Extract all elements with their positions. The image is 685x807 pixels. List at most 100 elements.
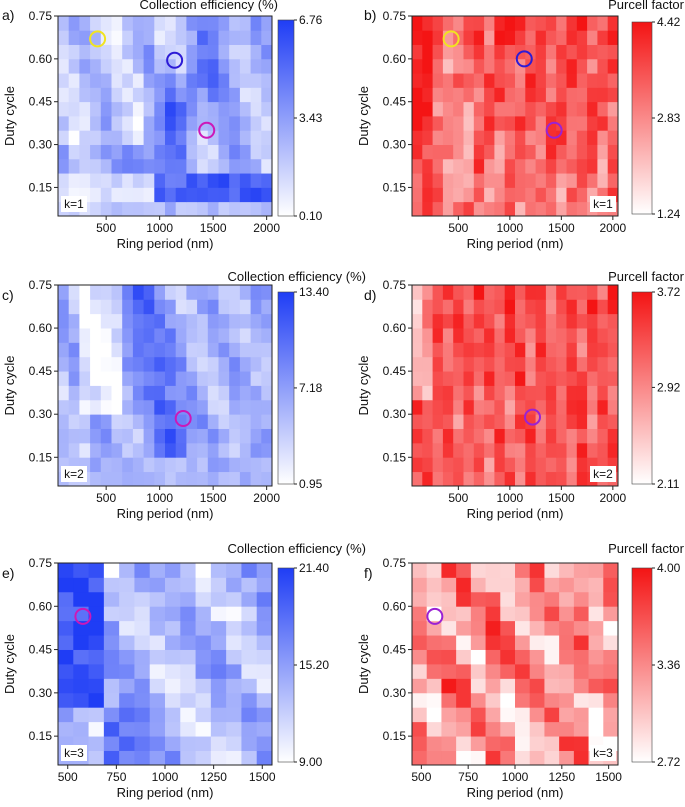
heatmap-cell <box>442 399 454 415</box>
heatmap-cell <box>229 16 241 31</box>
heatmap-cell <box>607 414 619 429</box>
heatmap-cell <box>453 356 464 372</box>
heatmap-cell <box>241 736 258 751</box>
heatmap-cell <box>597 16 609 31</box>
heatmap-cell <box>603 606 619 622</box>
heatmap-cell <box>165 101 177 117</box>
heatmap-cell <box>207 73 219 88</box>
k-label-bg <box>590 196 616 212</box>
heatmap-cell <box>426 620 442 636</box>
heatmap-cell <box>229 101 241 117</box>
heatmap-cell <box>529 750 545 766</box>
heatmap-cell <box>90 158 102 174</box>
heatmap-cell <box>229 313 241 329</box>
heatmap-cell <box>484 299 495 315</box>
heatmap-cell <box>197 442 209 458</box>
heatmap-cell <box>229 328 241 343</box>
heatmap-cell <box>111 58 123 74</box>
heatmap-cell <box>473 299 485 315</box>
heatmap-cell <box>422 87 433 103</box>
heatmap-cell <box>573 591 589 607</box>
heatmap-cell <box>58 44 70 60</box>
heatmap-cell <box>180 707 196 723</box>
heatmap-cell <box>484 130 495 145</box>
heatmap-cell <box>180 649 196 665</box>
heatmap-cell <box>544 692 560 708</box>
heatmap-cell <box>484 144 495 160</box>
heatmap-cell <box>195 591 212 607</box>
heatmap-cell <box>597 73 609 88</box>
heatmap-cell <box>587 385 598 401</box>
heatmap-cell <box>456 692 472 708</box>
heatmap-cell <box>132 328 144 343</box>
heatmap-cell <box>442 428 454 444</box>
heatmap-cell <box>207 187 219 203</box>
heatmap-cell <box>588 620 604 636</box>
heatmap-cell <box>241 635 258 650</box>
heatmap-cell <box>103 692 120 708</box>
heatmap-cell <box>90 356 102 372</box>
heatmap-cell <box>229 87 241 103</box>
heatmap-cell <box>79 130 91 145</box>
heatmap-cell <box>545 399 557 415</box>
heatmap-cell <box>576 385 588 401</box>
x-tick-label: 1500 <box>200 491 227 505</box>
y-tick-label: 0.15 <box>383 180 407 194</box>
heatmap-cell <box>566 299 578 315</box>
heatmap-cell <box>432 285 444 300</box>
heatmap-cell <box>180 635 196 650</box>
heatmap-cell <box>484 285 495 300</box>
heatmap-cell <box>79 30 91 45</box>
heatmap-cell <box>229 158 241 174</box>
heatmap-cell <box>422 173 433 188</box>
heatmap-cell <box>68 457 80 473</box>
heatmap-cell <box>241 721 258 737</box>
heatmap-cell <box>484 116 495 131</box>
heatmap-cell <box>494 116 506 131</box>
heatmap-cell <box>250 73 262 88</box>
heatmap-cell <box>197 101 209 117</box>
heatmap-cell <box>470 577 486 593</box>
heatmap-cell <box>197 158 209 174</box>
heatmap-cell <box>463 173 475 188</box>
heatmap-cell <box>426 664 442 679</box>
heatmap-cell <box>566 471 578 487</box>
heatmap-cell <box>239 399 251 415</box>
heatmap-cell <box>226 707 242 723</box>
heatmap-cell <box>73 721 89 737</box>
heatmap-cell <box>226 664 242 679</box>
heatmap-cell <box>68 385 80 401</box>
heatmap-cell <box>175 144 187 160</box>
heatmap-cell <box>218 187 230 203</box>
heatmap-cell <box>535 173 547 188</box>
heatmap-cell <box>88 620 105 636</box>
heatmap-cell <box>432 58 444 74</box>
heatmap-cell <box>494 30 506 45</box>
heatmap-cell <box>566 173 578 188</box>
heatmap-cell <box>134 620 151 636</box>
heatmap-cell <box>504 328 516 343</box>
heatmap-cell <box>494 44 506 60</box>
heatmap-cell <box>566 285 578 300</box>
heatmap-cell <box>484 187 495 203</box>
heatmap-cell <box>207 44 219 60</box>
heatmap-cell <box>207 87 219 103</box>
heatmap-cell <box>515 414 526 429</box>
heatmap-cell <box>186 58 198 74</box>
heatmap-cell <box>122 342 134 358</box>
heatmap-cell <box>100 158 112 174</box>
heatmap-cell <box>484 16 495 31</box>
heatmap-cell <box>587 30 598 45</box>
heatmap-cell <box>566 58 578 74</box>
heatmap-cell <box>154 187 166 203</box>
heatmap-cell <box>463 428 475 444</box>
heatmap-cell <box>453 328 464 343</box>
heatmap-cell <box>111 187 123 203</box>
heatmap-cell <box>143 399 155 415</box>
k-label-box: k=3 <box>61 745 87 761</box>
heatmap-cell <box>111 130 123 145</box>
heatmap-cell <box>256 707 273 723</box>
heatmap-cell <box>134 678 151 694</box>
heatmap-cell <box>239 356 251 372</box>
heatmap-cell <box>525 428 536 444</box>
